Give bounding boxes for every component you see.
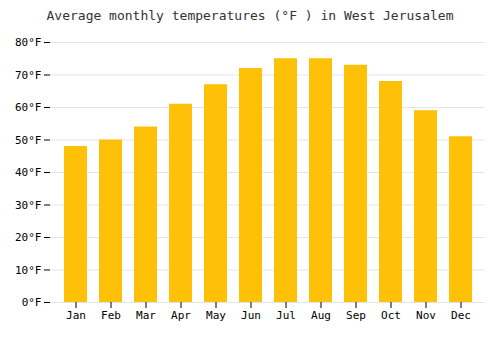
svg-text:50°F: 50°F bbox=[15, 134, 42, 147]
svg-text:Jan: Jan bbox=[66, 309, 86, 322]
svg-text:Mar: Mar bbox=[136, 309, 156, 322]
svg-text:80°F: 80°F bbox=[15, 36, 42, 49]
svg-text:20°F: 20°F bbox=[15, 231, 42, 244]
svg-text:Oct: Oct bbox=[381, 309, 401, 322]
svg-text:30°F: 30°F bbox=[15, 199, 42, 212]
svg-text:0°F: 0°F bbox=[22, 296, 42, 309]
svg-text:40°F: 40°F bbox=[15, 166, 42, 179]
svg-text:70°F: 70°F bbox=[15, 69, 42, 82]
svg-text:Apr: Apr bbox=[171, 309, 191, 322]
svg-text:60°F: 60°F bbox=[15, 101, 42, 114]
html-text:Average monthly temperatures (: Average monthly temperatures (°F ) in We… bbox=[46, 8, 454, 23]
svg-text:Dec: Dec bbox=[451, 309, 471, 322]
svg-text:10°F: 10°F bbox=[15, 264, 42, 277]
svg-text:Jun: Jun bbox=[241, 309, 261, 322]
svg-text:Sep: Sep bbox=[346, 309, 366, 322]
svg-text:Feb: Feb bbox=[101, 309, 121, 322]
svg-text:Nov: Nov bbox=[416, 309, 436, 322]
svg-text:Aug: Aug bbox=[311, 309, 331, 322]
svg-text:Jul: Jul bbox=[276, 309, 296, 322]
svg-text:May: May bbox=[206, 309, 226, 322]
